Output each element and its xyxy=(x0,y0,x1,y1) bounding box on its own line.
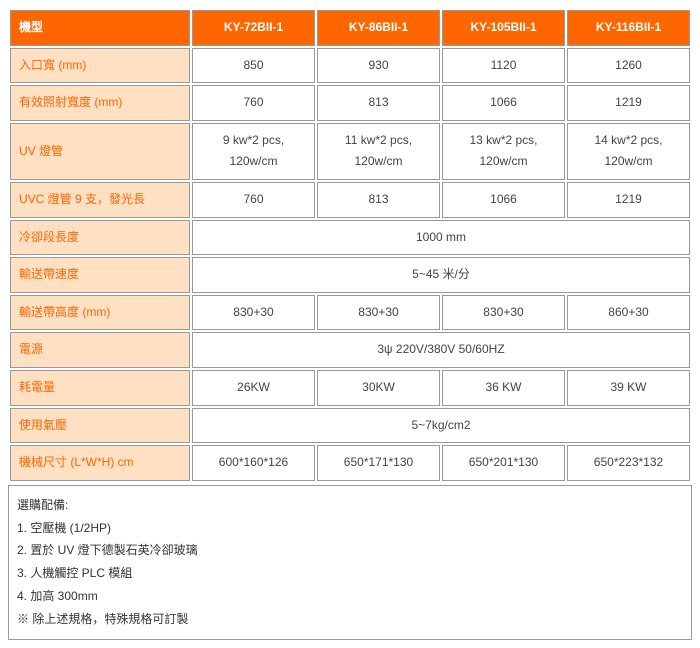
table-row: 電源3ψ 220V/380V 50/60HZ xyxy=(10,332,690,368)
row-cell: 1120 xyxy=(442,48,565,84)
row-cell: 1066 xyxy=(442,85,565,121)
row-label: UVC 燈管 9 支，發光長 xyxy=(10,182,190,218)
row-cell: 930 xyxy=(317,48,440,84)
row-cell: 850 xyxy=(192,48,315,84)
row-cell: 830+30 xyxy=(442,295,565,331)
row-span-value: 1000 mm xyxy=(192,220,690,256)
table-row: UVC 燈管 9 支，發光長76081310661219 xyxy=(10,182,690,218)
row-cell: 650*171*130 xyxy=(317,445,440,481)
row-cell: 30KW xyxy=(317,370,440,406)
row-cell: 760 xyxy=(192,182,315,218)
row-span-value: 5~45 米/分 xyxy=(192,257,690,293)
header-model: KY-86BII-1 xyxy=(317,10,440,46)
row-label: 輸送帶高度 (mm) xyxy=(10,295,190,331)
row-cell: 813 xyxy=(317,85,440,121)
row-cell: 39 KW xyxy=(567,370,690,406)
table-row: 使用氣壓5~7kg/cm2 xyxy=(10,408,690,444)
footnote-item: 3. 人機觸控 PLC 模組 xyxy=(17,562,683,585)
row-cell: 650*201*130 xyxy=(442,445,565,481)
row-label: 機械尺寸 (L*W*H) cm xyxy=(10,445,190,481)
table-row: 輸送帶高度 (mm)830+30830+30830+30860+30 xyxy=(10,295,690,331)
table-row: 輸送帶速度5~45 米/分 xyxy=(10,257,690,293)
table-row: 入口寬 (mm)85093011201260 xyxy=(10,48,690,84)
spec-table: 機型KY-72BII-1KY-86BII-1KY-105BII-1KY-116B… xyxy=(8,8,692,483)
row-cell: 813 xyxy=(317,182,440,218)
row-cell: 36 KW xyxy=(442,370,565,406)
header-model: KY-105BII-1 xyxy=(442,10,565,46)
row-cell: 1219 xyxy=(567,182,690,218)
row-cell: 11 kw*2 pcs, 120w/cm xyxy=(317,123,440,180)
footnotes-note: ※ 除上述規格，特殊規格可訂製 xyxy=(17,608,683,631)
row-span-value: 3ψ 220V/380V 50/60HZ xyxy=(192,332,690,368)
footnote-item: 2. 置於 UV 燈下德製石英冷卻玻璃 xyxy=(17,539,683,562)
row-cell: 860+30 xyxy=(567,295,690,331)
table-row: 機械尺寸 (L*W*H) cm600*160*126650*171*130650… xyxy=(10,445,690,481)
row-cell: 830+30 xyxy=(192,295,315,331)
footnote-item: 1. 空壓機 (1/2HP) xyxy=(17,517,683,540)
footnotes: 選購配備: 1. 空壓機 (1/2HP)2. 置於 UV 燈下德製石英冷卻玻璃3… xyxy=(8,485,692,640)
row-cell: 1066 xyxy=(442,182,565,218)
header-model: KY-116BII-1 xyxy=(567,10,690,46)
table-row: 有效照射寬度 (mm)76081310661219 xyxy=(10,85,690,121)
row-label: 輸送帶速度 xyxy=(10,257,190,293)
header-model: KY-72BII-1 xyxy=(192,10,315,46)
row-cell: 830+30 xyxy=(317,295,440,331)
row-label: 耗電量 xyxy=(10,370,190,406)
row-cell: 13 kw*2 pcs, 120w/cm xyxy=(442,123,565,180)
table-row: UV 燈管9 kw*2 pcs, 120w/cm11 kw*2 pcs, 120… xyxy=(10,123,690,180)
row-label: 電源 xyxy=(10,332,190,368)
row-label: 入口寬 (mm) xyxy=(10,48,190,84)
footnotes-title: 選購配備: xyxy=(17,494,683,517)
row-cell: 650*223*132 xyxy=(567,445,690,481)
row-cell: 760 xyxy=(192,85,315,121)
row-cell: 1260 xyxy=(567,48,690,84)
row-cell: 9 kw*2 pcs, 120w/cm xyxy=(192,123,315,180)
table-row: 耗電量26KW30KW36 KW39 KW xyxy=(10,370,690,406)
table-row: 冷卻段長度1000 mm xyxy=(10,220,690,256)
row-cell: 26KW xyxy=(192,370,315,406)
row-cell: 14 kw*2 pcs, 120w/cm xyxy=(567,123,690,180)
footnote-item: 4. 加高 300mm xyxy=(17,585,683,608)
row-cell: 1219 xyxy=(567,85,690,121)
row-label: 使用氣壓 xyxy=(10,408,190,444)
row-label: 有效照射寬度 (mm) xyxy=(10,85,190,121)
row-cell: 600*160*126 xyxy=(192,445,315,481)
row-label: 冷卻段長度 xyxy=(10,220,190,256)
row-label: UV 燈管 xyxy=(10,123,190,180)
header-label: 機型 xyxy=(10,10,190,46)
row-span-value: 5~7kg/cm2 xyxy=(192,408,690,444)
